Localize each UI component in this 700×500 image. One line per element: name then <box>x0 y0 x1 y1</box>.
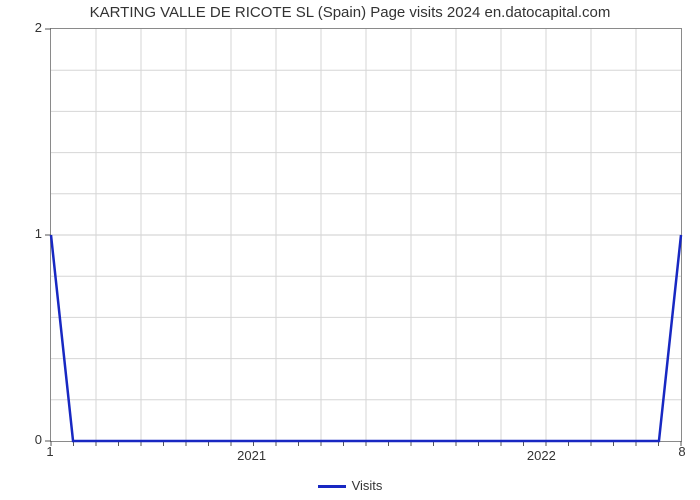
legend-swatch <box>318 485 346 488</box>
plot-svg <box>51 29 681 441</box>
chart-container: KARTING VALLE DE RICOTE SL (Spain) Page … <box>0 0 700 500</box>
x-left-label: 1 <box>40 444 60 459</box>
y-tick-1: 1 <box>12 226 42 241</box>
chart-title: KARTING VALLE DE RICOTE SL (Spain) Page … <box>0 4 700 21</box>
legend: Visits <box>0 478 700 493</box>
x-right-label: 8 <box>672 444 692 459</box>
plot-area <box>50 28 682 442</box>
x-year-2021: 2021 <box>237 448 266 463</box>
legend-label: Visits <box>352 478 383 493</box>
y-tick-2: 2 <box>12 20 42 35</box>
x-year-2022: 2022 <box>527 448 556 463</box>
y-tick-0: 0 <box>12 432 42 447</box>
